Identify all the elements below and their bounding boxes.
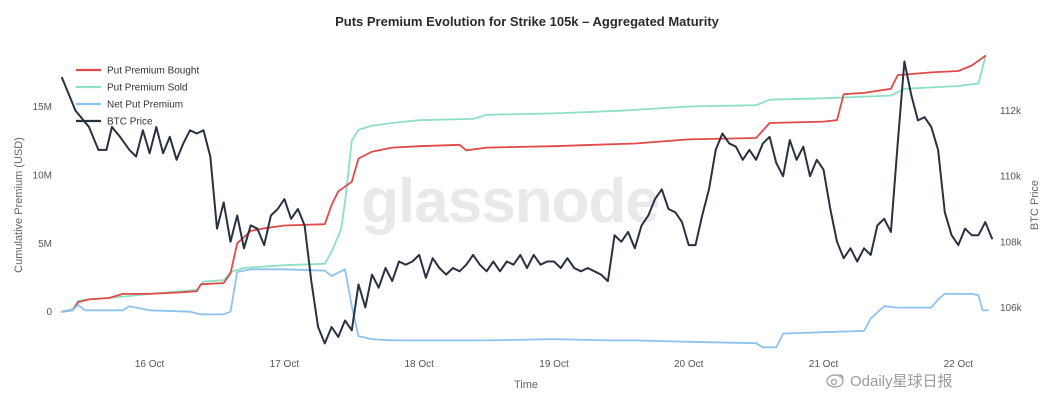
- y-right-axis-label: BTC Price: [1029, 180, 1041, 230]
- x-axis-label: Time: [514, 379, 538, 391]
- legend-label-net-put-premium: Net Put Premium: [107, 100, 183, 111]
- legend-label-btc-price: BTC Price: [107, 117, 153, 128]
- series-line-net-put-premium: [61, 268, 989, 349]
- series-line-put-premium-bought: [61, 55, 987, 313]
- series-line-put-premium-sold: [61, 56, 987, 313]
- credit-text: Odaily星球日报: [850, 373, 953, 390]
- y-right-tick-label: 108k: [1000, 237, 1023, 248]
- y-right-tick-label: 110k: [1000, 172, 1022, 183]
- weibo-icon: [826, 374, 844, 388]
- legend-label-put-premium-sold: Put Premium Sold: [107, 83, 188, 94]
- x-tick-label: 21 Oct: [809, 359, 839, 370]
- legend: Put Premium Bought Put Premium Sold Net Pu…: [76, 66, 199, 128]
- x-tick-label: 19 Oct: [539, 359, 569, 370]
- chart-title: Puts Premium Evolution for Strike 105k –…: [335, 14, 720, 29]
- x-axis-ticks: 16 Oct 17 Oct 18 Oct 19 Oct 20 Oct 21 Oct 22 O…: [135, 359, 973, 370]
- y-left-tick-label: 15M: [33, 102, 52, 113]
- y-right-tick-label: 112k: [1000, 106, 1022, 117]
- x-tick-label: 18 Oct: [404, 359, 434, 370]
- y-left-tick-label: 10M: [33, 170, 52, 181]
- x-tick-label: 22 Oct: [944, 359, 974, 370]
- x-tick-label: 17 Oct: [270, 359, 300, 370]
- y-right-tick-label: 106k: [1000, 303, 1023, 314]
- y-right-axis-ticks: 106k 108k 110k 112k: [1000, 106, 1023, 314]
- x-tick-label: 16 Oct: [135, 359, 165, 370]
- x-tick-label: 20 Oct: [674, 359, 704, 370]
- y-left-axis-label: Cumulative Premium (USD): [13, 137, 25, 273]
- credit: Odaily星球日报: [826, 373, 953, 390]
- series-line-btc-price: [61, 60, 993, 345]
- y-left-tick-label: 5M: [38, 239, 52, 250]
- legend-label-put-premium-bought: Put Premium Bought: [107, 66, 199, 77]
- y-left-axis-ticks: 0 5M 10M 15M: [33, 102, 53, 318]
- y-left-tick-label: 0: [46, 307, 52, 318]
- watermark: glassnode: [361, 167, 659, 236]
- plot-area: [61, 55, 993, 349]
